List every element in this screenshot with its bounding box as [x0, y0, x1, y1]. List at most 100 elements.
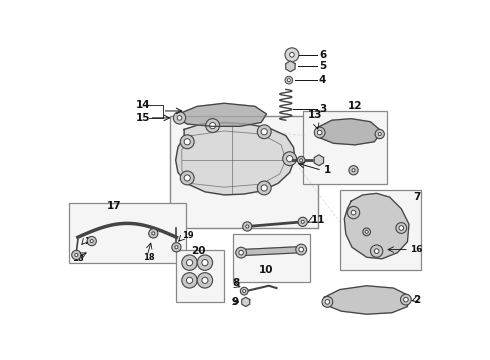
Bar — [303, 111, 388, 184]
Circle shape — [318, 130, 322, 135]
Circle shape — [283, 152, 296, 166]
Circle shape — [197, 273, 213, 288]
Polygon shape — [240, 247, 303, 256]
Polygon shape — [344, 193, 409, 259]
Text: 16: 16 — [411, 245, 423, 254]
Circle shape — [149, 229, 158, 238]
Circle shape — [186, 277, 193, 283]
Circle shape — [257, 181, 271, 195]
Polygon shape — [314, 155, 323, 166]
Circle shape — [322, 297, 333, 307]
Text: 4: 4 — [319, 75, 326, 85]
Text: 15: 15 — [136, 113, 150, 123]
Circle shape — [290, 53, 294, 57]
Text: 18: 18 — [73, 254, 84, 263]
Bar — [340, 189, 420, 270]
Text: 7: 7 — [413, 192, 420, 202]
Circle shape — [285, 76, 293, 84]
Polygon shape — [324, 286, 409, 314]
Circle shape — [287, 78, 291, 82]
Circle shape — [241, 287, 248, 295]
Circle shape — [243, 222, 252, 231]
Circle shape — [399, 226, 404, 230]
Circle shape — [202, 260, 208, 266]
Circle shape — [375, 130, 384, 139]
Circle shape — [180, 135, 194, 149]
Circle shape — [301, 220, 304, 223]
Circle shape — [349, 166, 358, 175]
Circle shape — [285, 48, 299, 62]
Circle shape — [173, 112, 186, 124]
Circle shape — [184, 175, 190, 181]
Circle shape — [261, 185, 268, 191]
Circle shape — [184, 139, 190, 145]
Circle shape — [210, 122, 216, 129]
Bar — [233, 234, 311, 282]
Circle shape — [365, 230, 368, 233]
Circle shape — [206, 119, 220, 132]
Circle shape — [261, 129, 268, 135]
Bar — [69, 203, 186, 264]
Polygon shape — [286, 61, 295, 72]
Text: 19: 19 — [84, 237, 96, 246]
Text: 5: 5 — [319, 61, 326, 71]
Circle shape — [287, 156, 293, 162]
Circle shape — [182, 273, 197, 288]
Circle shape — [374, 249, 379, 253]
Text: 13: 13 — [307, 110, 322, 120]
Circle shape — [202, 277, 208, 283]
Text: 17: 17 — [107, 202, 122, 211]
Circle shape — [378, 132, 381, 136]
Text: 19: 19 — [182, 231, 194, 240]
Text: 8: 8 — [232, 278, 239, 288]
Text: 2: 2 — [413, 294, 420, 305]
Circle shape — [325, 300, 330, 304]
Circle shape — [298, 217, 307, 226]
Circle shape — [296, 244, 307, 255]
Circle shape — [152, 232, 155, 235]
Text: 3: 3 — [319, 104, 326, 114]
Circle shape — [363, 228, 370, 236]
Circle shape — [297, 156, 305, 164]
Circle shape — [347, 206, 360, 219]
Polygon shape — [242, 297, 250, 307]
Circle shape — [351, 210, 356, 215]
Polygon shape — [175, 122, 295, 195]
Circle shape — [370, 245, 383, 257]
Circle shape — [243, 289, 246, 293]
Circle shape — [314, 127, 325, 138]
Text: 1: 1 — [324, 165, 332, 175]
Text: 10: 10 — [259, 265, 274, 275]
Circle shape — [300, 159, 303, 162]
Polygon shape — [176, 103, 267, 126]
Text: 12: 12 — [348, 101, 362, 111]
Circle shape — [236, 247, 246, 258]
Circle shape — [186, 260, 193, 266]
Text: 6: 6 — [319, 50, 326, 60]
Text: 20: 20 — [191, 246, 205, 256]
Circle shape — [72, 250, 81, 260]
Circle shape — [75, 253, 78, 256]
Circle shape — [352, 169, 355, 172]
Circle shape — [175, 246, 178, 249]
Circle shape — [257, 125, 271, 139]
Text: 14: 14 — [136, 100, 150, 110]
Circle shape — [404, 297, 408, 302]
Circle shape — [90, 239, 93, 243]
Circle shape — [172, 243, 181, 252]
Bar — [176, 249, 224, 302]
Circle shape — [197, 255, 213, 270]
Circle shape — [177, 116, 182, 120]
Text: 18: 18 — [143, 253, 155, 262]
Circle shape — [400, 294, 411, 305]
Circle shape — [87, 237, 97, 246]
Circle shape — [239, 250, 244, 255]
Circle shape — [180, 171, 194, 185]
Circle shape — [182, 255, 197, 270]
Circle shape — [246, 225, 249, 228]
Circle shape — [396, 222, 407, 233]
Text: 9: 9 — [232, 297, 239, 307]
Bar — [171, 116, 318, 228]
Circle shape — [299, 247, 303, 252]
Polygon shape — [317, 119, 382, 145]
